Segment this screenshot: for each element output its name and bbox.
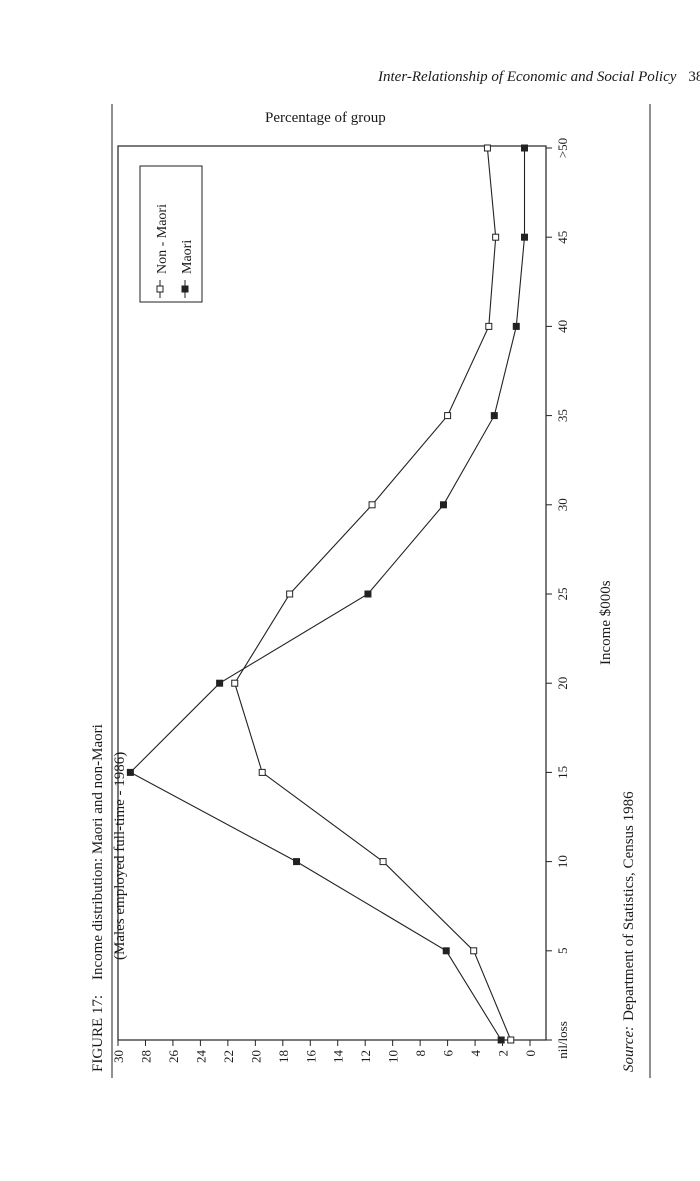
figure-title: Income distribution: Maori and non-Maori bbox=[90, 724, 106, 980]
y-tick-label: 0 bbox=[523, 1050, 538, 1057]
y-tick-label: 30 bbox=[111, 1050, 126, 1063]
y-tick-label: 4 bbox=[468, 1050, 483, 1057]
y-tick-label: 10 bbox=[386, 1050, 401, 1063]
data-point-maori bbox=[497, 1036, 505, 1044]
x-tick-label: >50 bbox=[555, 138, 570, 158]
legend-marker-open-square bbox=[156, 285, 164, 293]
x-tick-label: 35 bbox=[555, 409, 570, 422]
data-point-maori bbox=[512, 322, 520, 330]
y-tick-label: 28 bbox=[138, 1050, 153, 1063]
legend-marker-filled-square bbox=[181, 285, 189, 293]
series-line-non-maori bbox=[234, 147, 512, 1041]
running-head: Inter-Relationship of Economic and Socia… bbox=[378, 69, 700, 86]
x-tick-label: 10 bbox=[555, 855, 570, 868]
y-tick-label: 6 bbox=[441, 1050, 456, 1057]
x-axis-title: Income $000s bbox=[598, 580, 614, 665]
data-point-non-maori bbox=[258, 768, 266, 776]
data-point-non-maori bbox=[286, 590, 294, 598]
x-tick-label: 40 bbox=[555, 320, 570, 333]
data-point-maori bbox=[442, 947, 450, 955]
data-point-maori bbox=[439, 501, 447, 509]
y-tick-label: 24 bbox=[193, 1050, 208, 1064]
legend: Non - Maori Maori bbox=[139, 165, 203, 303]
data-point-maori bbox=[126, 768, 134, 776]
data-point-non-maori bbox=[483, 144, 491, 152]
x-tick-label: 5 bbox=[555, 948, 570, 955]
data-point-non-maori bbox=[492, 233, 500, 241]
source-prefix: Source: bbox=[621, 1026, 637, 1072]
data-point-non-maori bbox=[444, 412, 452, 420]
running-head-title: Inter-Relationship of Economic and Socia… bbox=[378, 69, 677, 85]
x-tick-label: 20 bbox=[555, 677, 570, 690]
figure-label: FIGURE 17: bbox=[90, 995, 106, 1072]
y-tick-label: 26 bbox=[166, 1050, 181, 1064]
figure-subtitle: (Males employed full-time - 1986) bbox=[112, 752, 128, 960]
x-tick-label: 30 bbox=[555, 498, 570, 511]
page-number: 389 bbox=[688, 69, 700, 85]
source-line: Source: Department of Statistics, Census … bbox=[621, 791, 637, 1072]
y-tick-label: 12 bbox=[358, 1050, 373, 1063]
plot-frame bbox=[117, 145, 547, 1041]
data-point-maori bbox=[521, 233, 529, 241]
legend-box bbox=[139, 165, 203, 303]
y-tick-label: 20 bbox=[248, 1050, 263, 1063]
legend-label-non-maori: Non - Maori bbox=[155, 204, 170, 274]
x-tick-label: 15 bbox=[555, 766, 570, 779]
data-point-non-maori bbox=[379, 858, 387, 866]
legend-item-maori: Maori bbox=[180, 240, 195, 298]
y-axis-title: Percentage of group bbox=[265, 110, 386, 126]
series-layer bbox=[126, 144, 529, 1044]
data-point-maori bbox=[364, 590, 372, 598]
y-tick-label: 16 bbox=[303, 1050, 318, 1064]
data-point-non-maori bbox=[485, 322, 493, 330]
data-point-maori bbox=[521, 144, 529, 152]
data-point-maori bbox=[293, 858, 301, 866]
legend-label-maori: Maori bbox=[180, 240, 195, 274]
data-point-non-maori bbox=[231, 679, 239, 687]
y-tick-label: 14 bbox=[331, 1050, 346, 1064]
y-tick-label: 8 bbox=[413, 1050, 428, 1057]
source-text: Department of Statistics, Census 1986 bbox=[621, 791, 637, 1021]
data-point-maori bbox=[490, 412, 498, 420]
legend-item-non-maori: Non - Maori bbox=[155, 204, 170, 298]
data-point-non-maori bbox=[470, 947, 478, 955]
y-tick-label: 2 bbox=[496, 1050, 511, 1057]
x-axis-ticks: nil/loss 5 10 15 20 25 30 35 40 45 >50 bbox=[546, 138, 570, 1059]
x-tick-label: nil/loss bbox=[555, 1021, 570, 1059]
y-tick-label: 18 bbox=[276, 1050, 291, 1063]
y-tick-label: 22 bbox=[221, 1050, 236, 1063]
data-point-non-maori bbox=[368, 501, 376, 509]
x-tick-label: 25 bbox=[555, 588, 570, 601]
x-tick-label: 45 bbox=[555, 231, 570, 244]
data-point-non-maori bbox=[507, 1036, 515, 1044]
data-point-maori bbox=[216, 679, 224, 687]
